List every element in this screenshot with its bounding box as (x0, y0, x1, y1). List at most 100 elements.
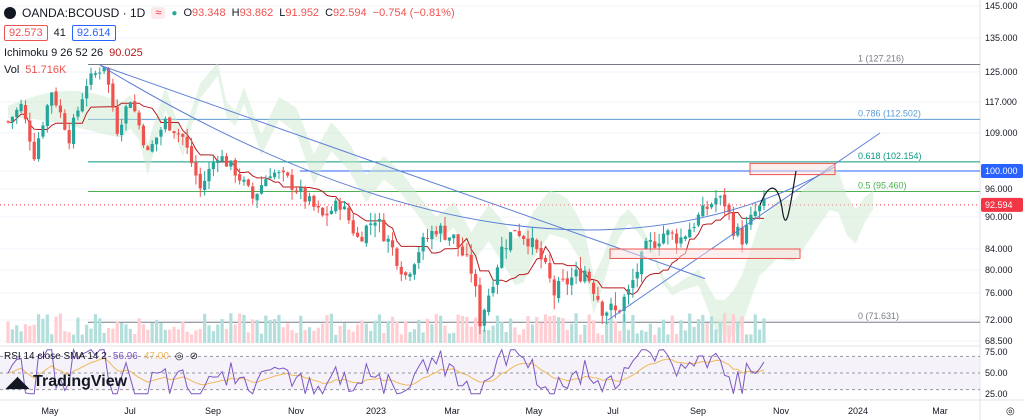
candle-body (618, 310, 622, 312)
volume-bar (220, 319, 224, 343)
candle-body (102, 67, 106, 72)
candle-body (570, 277, 574, 286)
hide-icon[interactable]: ⊘ (189, 351, 199, 362)
candle-body (613, 305, 618, 311)
candle-body (351, 220, 355, 234)
candle-body (517, 230, 521, 236)
volume-bar (115, 321, 119, 343)
candle-body (364, 225, 368, 244)
volume-bar (54, 316, 58, 343)
y-axis-tick-label: 96.000 (985, 184, 1013, 194)
volume-bar (290, 330, 294, 343)
volume-bar (246, 332, 250, 343)
candle-body (487, 295, 491, 313)
volume-bar (661, 319, 666, 343)
volume-bar (473, 317, 478, 343)
volume-bar (334, 334, 338, 343)
candle-body (307, 196, 312, 202)
volume-bar (447, 333, 451, 343)
volume-bar (198, 329, 202, 343)
candle-body (216, 160, 220, 163)
volume-legend[interactable]: Vol 51.716K (4, 64, 66, 76)
market-open-icon: ● (171, 7, 178, 19)
candle-body (128, 102, 132, 108)
fib-level-label: 0 (71.631) (858, 311, 899, 321)
tradingview-logo[interactable]: ◢◣ TradingView (6, 373, 127, 391)
candle-body (723, 194, 727, 207)
volume-bar (32, 324, 36, 343)
ohlc-low: 91.952 (285, 7, 320, 19)
volume-bar (443, 325, 447, 343)
fib-level-label: 0.618 (102.154) (858, 151, 922, 161)
rsi-axis-tick-label: 25.00 (985, 389, 1008, 399)
candle-body (15, 109, 19, 118)
volume-bar (238, 313, 242, 343)
symbol-title[interactable]: OANDA:BCOUSD · 1D (22, 6, 146, 20)
volume-bar (216, 324, 220, 343)
volume-bar (491, 325, 495, 343)
rsi-legend[interactable]: RSI 14 close SMA 14 2 56.96 47.00 ◎ ⊘ (4, 351, 198, 362)
candle-body (714, 198, 718, 205)
fib-level-label: 0.5 (95.460) (858, 181, 907, 191)
volume-bar (578, 334, 583, 343)
volume-bar (76, 317, 80, 343)
volume-bar (749, 334, 753, 343)
volume-bar (644, 331, 648, 343)
buy-price-button[interactable]: 92.614 (71, 25, 116, 41)
price-tag (981, 164, 1023, 178)
candle-body (80, 99, 84, 112)
candle-body (421, 236, 425, 252)
volume-bar (15, 325, 19, 343)
volume-bar (574, 313, 578, 343)
volume-bar (10, 329, 14, 343)
volume-bar (347, 329, 351, 343)
candle-body (154, 137, 159, 145)
candle-body (591, 282, 596, 294)
candle-body (259, 185, 264, 194)
candle-body (460, 246, 465, 256)
rsi-label: RSI 14 close SMA 14 2 (4, 351, 107, 362)
volume-bar (351, 331, 355, 343)
candle-body (58, 105, 63, 113)
y-axis-tick-label: 80.000 (985, 265, 1013, 275)
volume-bar (133, 333, 137, 343)
fib-level-label: 0.786 (112.502) (858, 108, 921, 118)
volume-bar (539, 322, 543, 343)
volume-bar (670, 315, 674, 343)
volume-bar (696, 319, 701, 343)
candle-body (272, 172, 277, 178)
candle-body (478, 284, 482, 327)
volume-bar (430, 324, 434, 343)
candle-body (395, 248, 399, 266)
ichimoku-value: 90.025 (109, 47, 143, 59)
candle-body (76, 110, 80, 117)
candle-body (146, 146, 150, 151)
volume-bar (526, 315, 530, 343)
ohlc-open: 93.348 (192, 7, 226, 19)
ichimoku-legend[interactable]: Ichimoku 9 26 52 26 90.025 (4, 47, 143, 59)
indicator-toggle-icon[interactable]: ≈ (151, 7, 166, 19)
y-axis-tick-label: 145.000 (985, 1, 1018, 11)
candle-body (23, 104, 28, 120)
volume-bar (71, 334, 76, 343)
volume-bar (154, 320, 159, 343)
volume-bar (758, 329, 762, 343)
candle-body (63, 113, 67, 130)
candle-body (325, 213, 329, 216)
candle-body (233, 160, 237, 176)
volume-bar (251, 319, 255, 343)
fib-level-label: 1 (127.216) (858, 53, 904, 63)
ohlc-high: 93.862 (239, 7, 274, 19)
eye-icon[interactable]: ◎ (174, 351, 184, 362)
volume-bar (517, 334, 521, 343)
candle-body (434, 231, 438, 235)
sell-price-button[interactable]: 92.573 (4, 25, 48, 41)
volume-bar (277, 314, 281, 343)
settings-icon[interactable]: ◎ (1006, 406, 1015, 417)
volume-bar (316, 327, 320, 343)
volume-bar (508, 318, 513, 343)
candle-body (439, 225, 443, 234)
volume-bar (272, 319, 277, 343)
volume-bar (63, 331, 67, 343)
candle-body (242, 179, 246, 182)
